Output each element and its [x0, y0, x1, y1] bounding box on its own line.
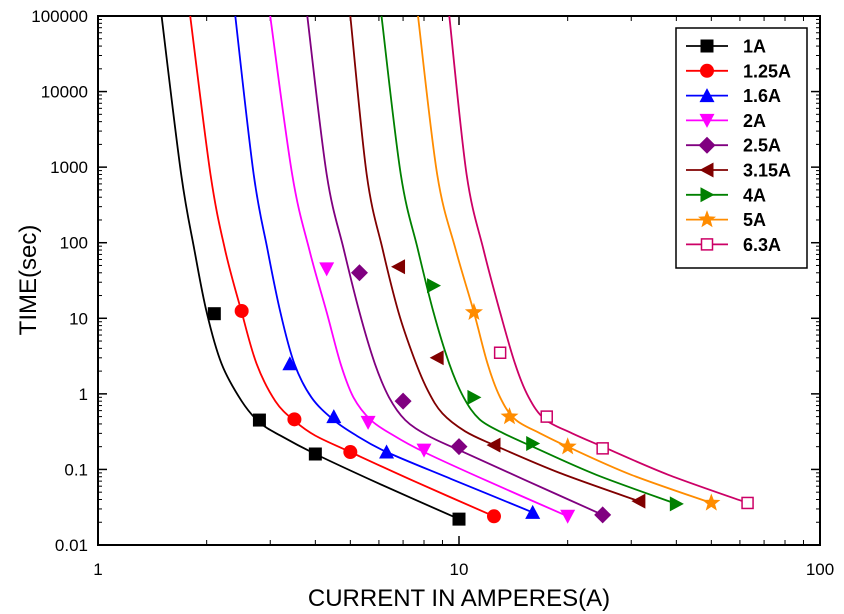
series-marker [500, 407, 519, 425]
legend-label: 1.6A [743, 86, 781, 106]
series-markers [207, 259, 754, 526]
series-marker [252, 413, 266, 427]
legend-label: 1.25A [743, 61, 791, 81]
x-tick-label: 1 [93, 560, 102, 579]
y-tick-label: 0.1 [64, 460, 88, 479]
legend-item: 1.25A [686, 61, 791, 81]
series-marker [282, 356, 298, 371]
series-line-1a [160, 15, 460, 520]
y-axis-label: TIME(sec) [15, 225, 42, 336]
series-marker [669, 496, 684, 512]
series-marker [207, 307, 221, 321]
series-marker [234, 303, 249, 318]
series-curves [160, 15, 748, 520]
series-marker [429, 350, 444, 366]
series-marker [493, 346, 507, 359]
legend-item: 2.5A [686, 136, 781, 156]
y-tick-label: 100000 [31, 7, 88, 26]
series-line-3-15a [349, 15, 640, 503]
series-marker [525, 504, 541, 519]
series-marker [560, 509, 576, 524]
legend-item: 1A [686, 37, 766, 57]
legend-item: 6.3A [686, 235, 781, 255]
y-tick-label: 10 [69, 309, 88, 328]
series-marker [596, 442, 609, 455]
legend-item: 4A [686, 185, 766, 205]
series-marker [319, 262, 335, 277]
y-tick-label: 1 [79, 385, 88, 404]
legend-box [675, 27, 808, 269]
axis-ticks: 1 10 100 0.01 0.1 1 10 100 1000 10000 100000 [31, 7, 834, 579]
series-marker [379, 444, 395, 459]
series-marker [700, 63, 714, 78]
series-line-1-6a [234, 15, 534, 514]
series-marker [699, 88, 715, 103]
series-marker [464, 302, 483, 320]
series-marker [343, 445, 358, 460]
x-tick-label: 100 [806, 560, 834, 579]
y-tick-label: 100 [60, 234, 88, 253]
series-marker [702, 493, 721, 511]
series-marker [699, 113, 715, 128]
series-marker [631, 493, 646, 509]
legend-item: 5A [686, 210, 766, 230]
legend-label: 1A [743, 37, 766, 57]
legend-item: 2A [686, 111, 766, 131]
series-marker [698, 136, 716, 154]
series-marker [308, 447, 322, 461]
series-marker [394, 392, 412, 410]
series-marker [526, 436, 541, 452]
y-tick-label: 0.01 [55, 536, 88, 555]
series-marker [486, 437, 501, 453]
series-marker [360, 415, 376, 430]
series-marker [741, 496, 754, 510]
series-line-5a [417, 15, 712, 504]
series-marker [700, 187, 715, 203]
legend-label: 2.5A [743, 136, 781, 156]
series-line-2a [269, 15, 569, 518]
series-line-1-25a [189, 15, 495, 518]
legend-label: 6.3A [743, 235, 781, 255]
series-marker [540, 410, 553, 423]
legend-label: 4A [743, 185, 766, 205]
series-marker [287, 412, 302, 427]
series-line-6-3a [448, 15, 748, 504]
series-marker [467, 389, 482, 405]
series-marker [450, 438, 468, 456]
series-marker [594, 506, 612, 524]
series-marker [452, 512, 466, 526]
legend-label: 2A [743, 111, 766, 131]
series-marker [427, 278, 442, 294]
series-marker [698, 210, 716, 228]
legend-item: 1.6A [686, 86, 781, 106]
series-marker [350, 264, 368, 282]
series-marker [700, 39, 714, 53]
series-line-2-5a [306, 15, 604, 516]
series-marker [699, 162, 714, 178]
series-marker [486, 509, 501, 524]
series-marker [700, 238, 714, 251]
series-marker [416, 443, 432, 458]
y-tick-label: 10000 [41, 83, 88, 102]
y-tick-label: 1000 [50, 158, 88, 177]
series-marker [558, 437, 577, 455]
legend-label: 3.15A [743, 161, 791, 181]
series-marker [326, 409, 342, 424]
legend-label: 5A [743, 210, 766, 230]
x-axis-label: CURRENT IN AMPERES(A) [308, 585, 610, 612]
legend: 1A 1.25A 1.6A 2A 2.5A 3.15A 4A 5A 6.3A [675, 27, 808, 269]
legend-item: 3.15A [686, 161, 791, 181]
series-line-4a [380, 15, 677, 505]
series-marker [391, 259, 406, 275]
x-tick-label: 10 [450, 560, 469, 579]
